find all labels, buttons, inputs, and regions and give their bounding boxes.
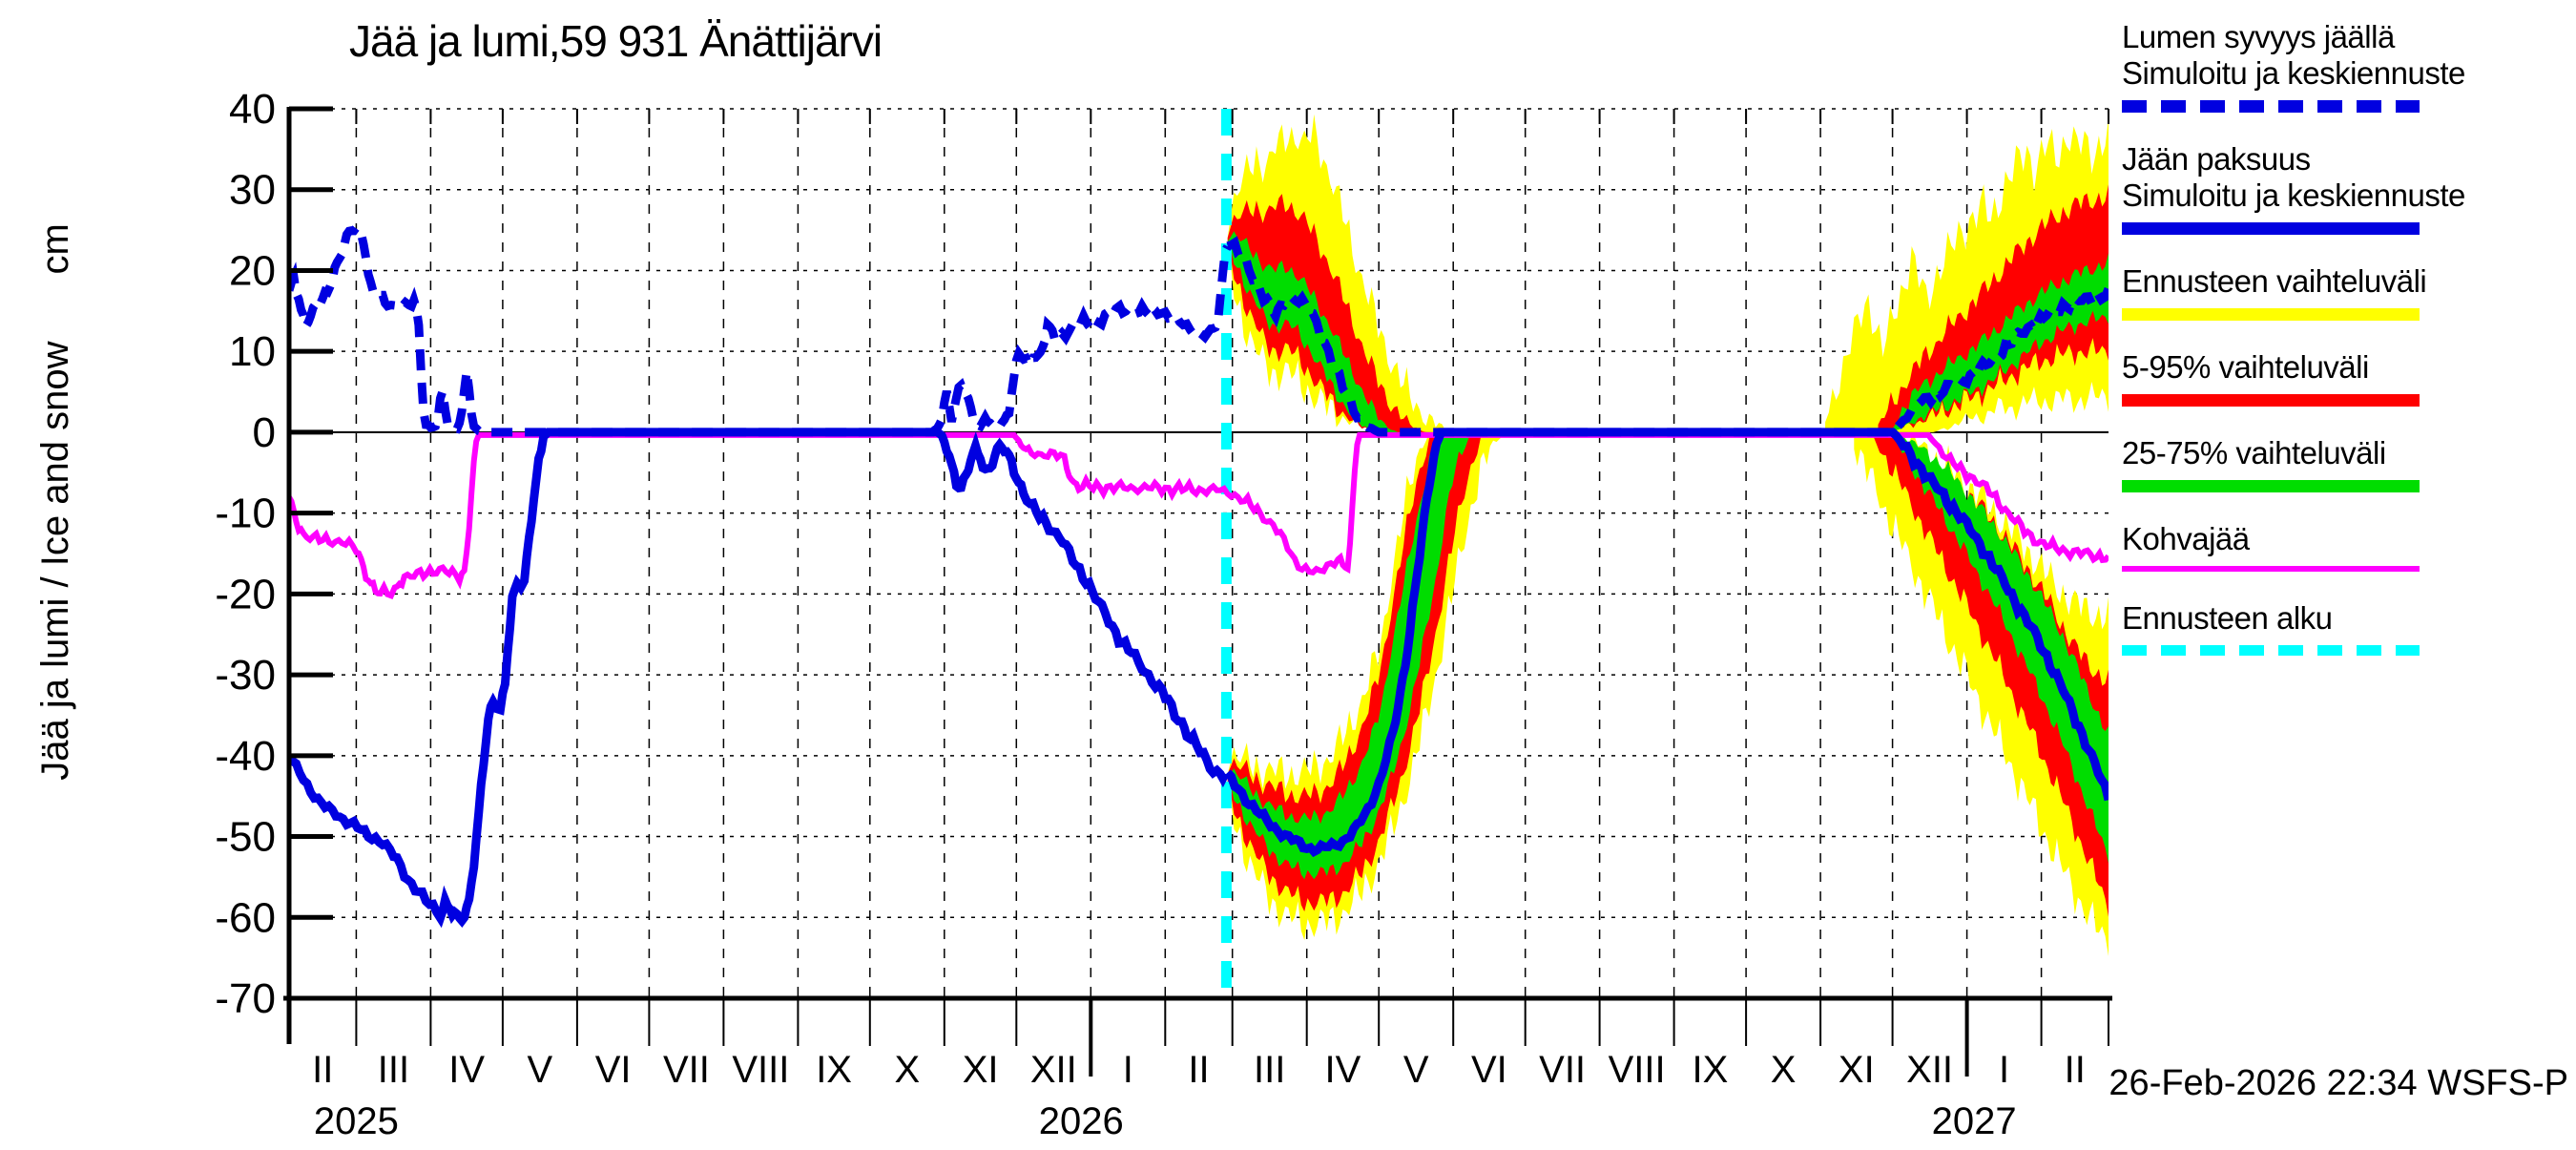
month-label: II	[312, 1049, 333, 1091]
snow-depth-simulated	[289, 220, 1232, 437]
month-label: IX	[816, 1049, 852, 1091]
y-tick-label: 20	[229, 247, 276, 294]
y-tick-label: -30	[215, 652, 276, 699]
month-label: IX	[1693, 1049, 1729, 1091]
ice-2027-minmax	[1854, 431, 2109, 956]
month-label: I	[1123, 1049, 1133, 1091]
legend-item-forecast-range: Ennusteen vaihteluväli	[2122, 263, 2570, 321]
kohvajaa-frazil-ice	[289, 431, 2109, 599]
legend: Lumen syvyys jäällä Simuloitu ja keskienn…	[2122, 19, 2570, 684]
legend-label: Ennusteen vaihteluväli	[2122, 263, 2427, 299]
y-tick-label: -10	[215, 491, 276, 537]
y-tick-label: -50	[215, 814, 276, 861]
y-tick-label: -60	[215, 894, 276, 941]
legend-label: 5-95% vaihteluväli	[2122, 349, 2369, 385]
legend-item-kohvajaa: Kohvajää	[2122, 521, 2570, 572]
legend-item-forecast-start: Ennusteen alku	[2122, 600, 2570, 656]
y-tick-label: 10	[229, 328, 276, 375]
ice-thickness-forecast-median	[1224, 428, 2109, 858]
month-label: V	[528, 1049, 553, 1091]
year-label: 2026	[1039, 1100, 1124, 1142]
month-label: VI	[595, 1049, 632, 1091]
legend-swatch-forecast-start	[2122, 645, 2420, 656]
month-label: VII	[663, 1049, 710, 1091]
ice-thickness-simulated	[289, 428, 1230, 929]
legend-swatch-snow-depth-on-ice	[2122, 100, 2420, 113]
legend-item-range-5-95: 5-95% vaihteluväli	[2122, 349, 2570, 407]
legend-swatch-range-25-75	[2122, 480, 2420, 492]
month-label: VIII	[732, 1049, 789, 1091]
legend-item-snow-depth-on-ice: Lumen syvyys jäällä Simuloitu ja keskienn…	[2122, 19, 2570, 113]
legend-item-range-25-75: 25-75% vaihteluväli	[2122, 435, 2570, 492]
gridlines	[289, 108, 2109, 998]
y-tick-label: -20	[215, 571, 276, 617]
month-label: XI	[963, 1049, 999, 1091]
month-label: IV	[448, 1049, 485, 1091]
axes	[283, 106, 2112, 1077]
legend-swatch-range-5-95	[2122, 394, 2420, 407]
timestamp: 26-Feb-2026 22:34 WSFS-P	[2109, 1063, 2568, 1103]
y-tick-label: 0	[253, 409, 276, 456]
legend-label: Simuloitu ja keskiennuste	[2122, 178, 2465, 213]
y-tick-label: -40	[215, 733, 276, 780]
snow-2027-5-95	[1878, 184, 2109, 432]
month-label: III	[1254, 1049, 1285, 1091]
month-label: III	[378, 1049, 409, 1091]
legend-swatch-forecast-range	[2122, 308, 2420, 321]
month-label: IV	[1325, 1049, 1361, 1091]
month-label: XII	[1906, 1049, 1953, 1091]
legend-label: Simuloitu ja keskiennuste	[2122, 55, 2465, 91]
legend-label: 25-75% vaihteluväli	[2122, 435, 2386, 470]
month-label: XI	[1839, 1049, 1875, 1091]
month-label: I	[1999, 1049, 2009, 1091]
month-label: II	[1188, 1049, 1209, 1091]
y-tick-label: 40	[229, 86, 276, 133]
month-label: VII	[1539, 1049, 1586, 1091]
snow-2026-5-95	[1227, 194, 1427, 432]
page-title: Jää ja lumi,59 931 Änättijärvi	[349, 16, 883, 66]
ice-2026-25-75	[1227, 431, 1473, 880]
series-lines	[289, 220, 2109, 929]
legend-label: Jään paksuus	[2122, 141, 2311, 177]
legend-label: Lumen syvyys jäällä	[2122, 19, 2395, 54]
year-label: 2025	[314, 1100, 399, 1142]
month-label: X	[1771, 1049, 1797, 1091]
legend-label: Ennusteen alku	[2122, 600, 2333, 636]
snow-2026-25-75	[1227, 231, 1399, 432]
y-axis-label-text: Jää ja lumi / Ice and snow	[33, 341, 76, 781]
month-label: XII	[1030, 1049, 1077, 1091]
year-label: 2027	[1932, 1100, 2017, 1142]
legend-swatch-kohvajaa	[2122, 566, 2420, 572]
month-label: X	[894, 1049, 920, 1091]
y-axis-label: Jää ja lumi / Ice and snow cm	[33, 178, 77, 826]
ice-2027-25-75	[1892, 431, 2109, 864]
snow-2026-minmax	[1227, 114, 1456, 432]
legend-label: Kohvajää	[2122, 521, 2250, 556]
month-label: VIII	[1609, 1049, 1666, 1091]
y-axis-unit: cm	[33, 223, 76, 275]
month-label: II	[2065, 1049, 2086, 1091]
y-tick-label: 30	[229, 167, 276, 214]
legend-item-ice-thickness: Jään paksuus Simuloitu ja keskiennuste	[2122, 141, 2570, 235]
month-label: V	[1403, 1049, 1429, 1091]
month-label: VI	[1471, 1049, 1507, 1091]
legend-swatch-ice-thickness	[2122, 222, 2420, 235]
y-tick-label: -70	[215, 975, 276, 1022]
